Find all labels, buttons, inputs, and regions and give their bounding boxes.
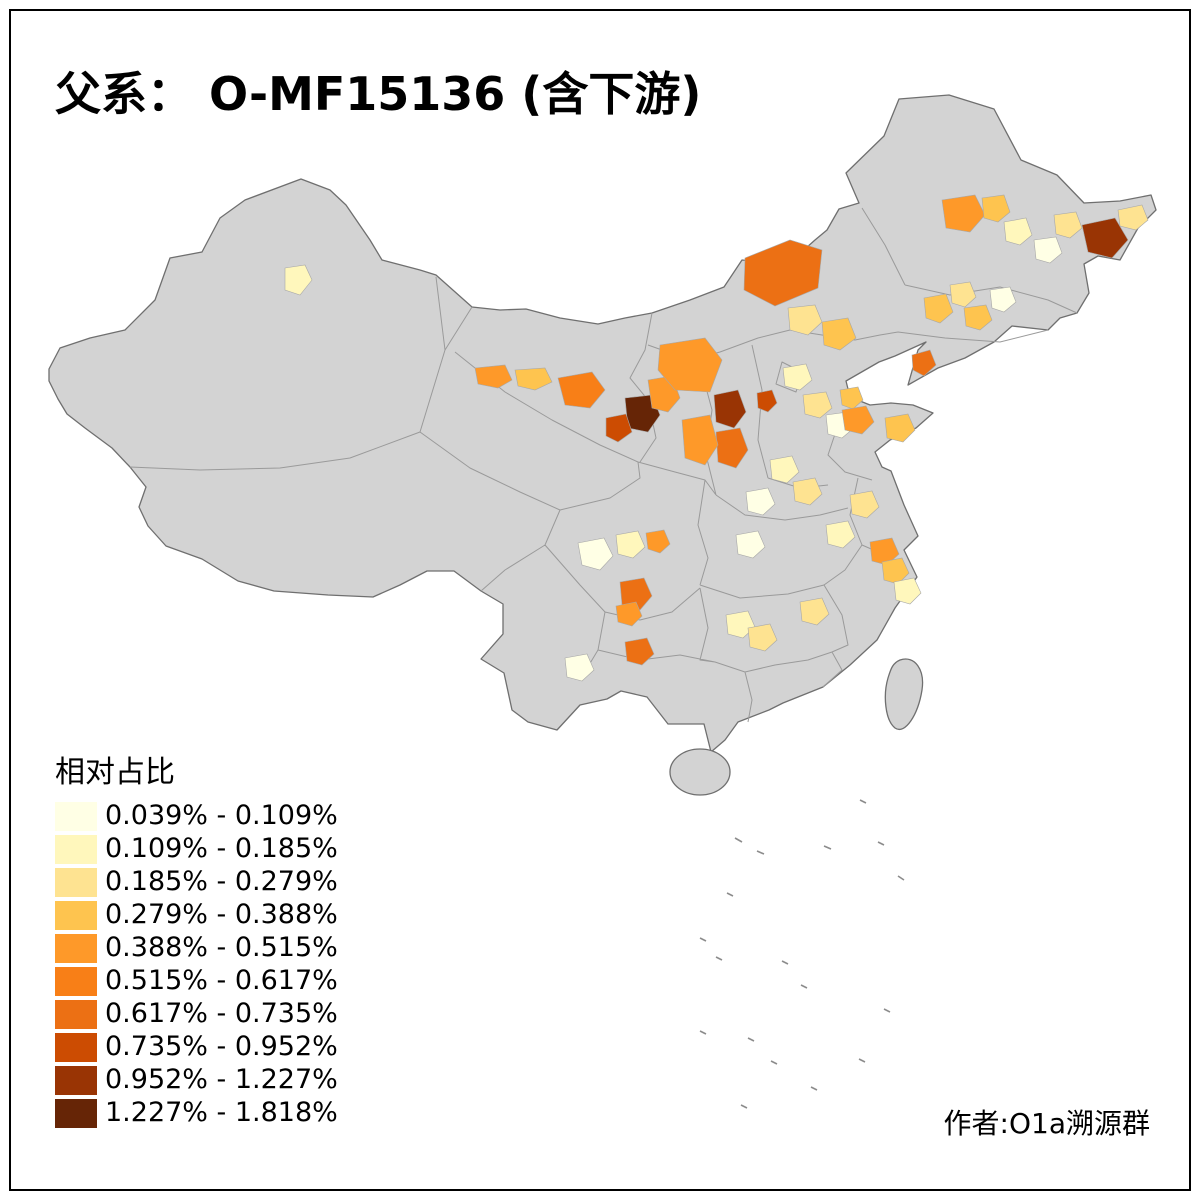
south-china-sea-islands <box>699 799 905 1109</box>
legend-row: 0.952% - 1.227% <box>55 1064 338 1095</box>
legend-label: 0.515% - 0.617% <box>105 965 338 996</box>
colored-region <box>619 577 653 611</box>
legend-row: 0.039% - 0.109% <box>55 800 338 831</box>
colored-region <box>657 337 723 393</box>
colored-region <box>841 405 875 435</box>
colored-region <box>799 597 830 626</box>
colored-region <box>893 577 922 605</box>
colored-region <box>743 239 823 307</box>
legend-swatch <box>55 868 97 897</box>
colored-region <box>514 367 553 391</box>
legend-row: 0.735% - 0.952% <box>55 1031 338 1062</box>
colored-region <box>981 194 1011 223</box>
colored-region <box>735 530 766 559</box>
legend: 相对占比 0.039% - 0.109% 0.109% - 0.185% 0.1… <box>55 755 338 1128</box>
colored-region <box>787 304 823 336</box>
colored-region <box>557 371 606 409</box>
legend-label: 0.279% - 0.388% <box>105 899 338 930</box>
hainan-island <box>669 748 731 796</box>
colored-region <box>849 490 880 519</box>
colored-region <box>284 264 313 296</box>
colored-region <box>941 194 986 233</box>
colored-region <box>802 391 833 419</box>
colored-region <box>715 427 749 469</box>
legend-label: 0.039% - 0.109% <box>105 800 338 831</box>
legend-swatch <box>55 934 97 963</box>
legend-swatch <box>55 1000 97 1029</box>
colored-region <box>1081 217 1129 259</box>
legend-row: 0.388% - 0.515% <box>55 932 338 963</box>
colored-region <box>963 304 993 331</box>
figure-frame <box>9 9 1191 1191</box>
colored-region <box>713 389 747 429</box>
colored-region <box>923 293 954 324</box>
legend-label: 0.617% - 0.735% <box>105 998 338 1029</box>
colored-region <box>1053 211 1083 239</box>
colored-region <box>615 601 643 627</box>
colored-region <box>564 653 595 682</box>
colored-region <box>881 557 910 585</box>
legend-row: 0.109% - 0.185% <box>55 833 338 864</box>
legend-swatch <box>55 1033 97 1062</box>
colored-region <box>825 520 856 549</box>
legend-swatch <box>55 967 97 996</box>
colored-region <box>577 537 614 571</box>
colored-region <box>624 637 655 666</box>
colored-region <box>782 363 813 391</box>
legend-row: 1.227% - 1.818% <box>55 1097 338 1128</box>
colored-region <box>821 317 857 351</box>
colored-region <box>839 386 864 410</box>
colored-region <box>769 455 800 484</box>
legend-label: 0.388% - 0.515% <box>105 932 338 963</box>
colored-region <box>645 529 671 554</box>
legend-swatch <box>55 835 97 864</box>
colored-region <box>615 530 646 559</box>
legend-row: 0.185% - 0.279% <box>55 866 338 897</box>
legend-swatch <box>55 1066 97 1095</box>
colored-region <box>605 413 633 443</box>
map-area <box>48 94 1157 1109</box>
colored-region <box>989 286 1017 313</box>
colored-region <box>792 477 823 506</box>
legend-swatch <box>55 1099 97 1128</box>
colored-region <box>1003 217 1033 246</box>
legend-label: 0.735% - 0.952% <box>105 1031 338 1062</box>
legend-label: 1.227% - 1.818% <box>105 1097 338 1128</box>
legend-row: 0.515% - 0.617% <box>55 965 338 996</box>
legend-title: 相对占比 <box>55 755 175 790</box>
author-credit: 作者:O1a溯源群 <box>944 1107 1150 1140</box>
taiwan-island <box>884 658 924 731</box>
legend-label: 0.952% - 1.227% <box>105 1064 338 1095</box>
legend-row: 0.617% - 0.735% <box>55 998 338 1029</box>
colored-region <box>884 413 916 443</box>
colored-region <box>747 623 778 652</box>
colored-region <box>474 364 513 389</box>
legend-label: 0.109% - 0.185% <box>105 833 338 864</box>
legend-label: 0.185% - 0.279% <box>105 866 338 897</box>
colored-region <box>949 281 977 308</box>
colored-region <box>1033 236 1063 264</box>
legend-swatch <box>55 802 97 831</box>
colored-region <box>756 389 778 413</box>
page-title: 父系： O-MF15136 (含下游) <box>55 67 701 121</box>
china-mainland <box>48 94 1157 753</box>
legend-row: 0.279% - 0.388% <box>55 899 338 930</box>
colored-region <box>911 349 937 377</box>
colored-region <box>1117 204 1149 231</box>
colored-region <box>681 414 719 466</box>
legend-swatch <box>55 901 97 930</box>
colored-region <box>745 487 776 516</box>
choropleth-regions <box>284 194 1149 682</box>
